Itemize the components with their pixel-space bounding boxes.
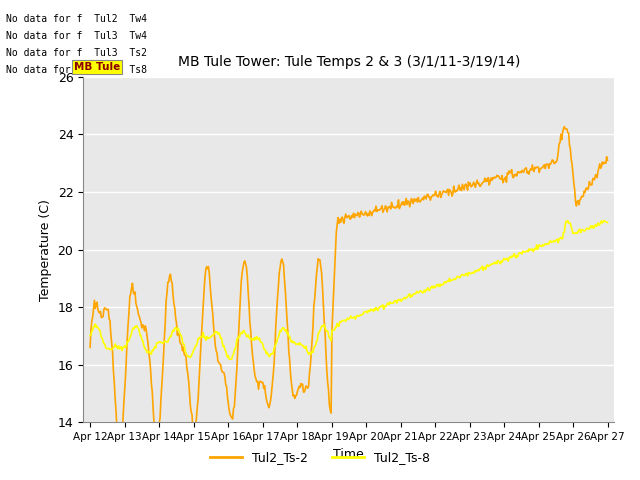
Text: No data for f  Tul3  Ts8: No data for f Tul3 Ts8	[6, 65, 147, 75]
Tul2_Ts-8	[477, 265, 484, 271]
X-axis label: Time: Time	[333, 448, 364, 461]
Tul2_Ts-8	[392, 298, 400, 304]
Tul2_Ts-2	[321, 328, 329, 334]
Text: No data for f  Tul3  Tw4: No data for f Tul3 Tw4	[6, 31, 147, 41]
Tul2_Ts-8	[433, 282, 440, 288]
Tul2_Ts-2	[604, 157, 611, 163]
Tul2_Ts-2	[392, 205, 400, 211]
Tul2_Ts-8	[564, 217, 572, 223]
Tul2_Ts-8	[321, 324, 329, 330]
Tul2_Ts-8	[220, 344, 227, 349]
Title: MB Tule Tower: Tule Temps 2 & 3 (3/1/11-3/19/14): MB Tule Tower: Tule Temps 2 & 3 (3/1/11-…	[178, 55, 520, 69]
Tul2_Ts-8	[178, 334, 186, 340]
Tul2_Ts-2	[561, 124, 568, 130]
Tul2_Ts-2	[86, 345, 94, 350]
Tul2_Ts-2	[220, 370, 228, 376]
Tul2_Ts-2	[433, 193, 440, 199]
Tul2_Ts-2	[477, 183, 484, 189]
Text: No data for f  Tul3  Ts2: No data for f Tul3 Ts2	[6, 48, 147, 58]
Line: Tul2_Ts-8: Tul2_Ts-8	[90, 220, 607, 360]
Text: MB Tule: MB Tule	[74, 61, 120, 72]
Legend: Tul2_Ts-2, Tul2_Ts-8: Tul2_Ts-2, Tul2_Ts-8	[205, 446, 435, 469]
Line: Tul2_Ts-2: Tul2_Ts-2	[90, 127, 607, 441]
Text: No data for f  Tul2  Tw4: No data for f Tul2 Tw4	[6, 14, 147, 24]
Tul2_Ts-8	[604, 219, 611, 225]
Tul2_Ts-8	[226, 357, 234, 362]
Y-axis label: Temperature (C): Temperature (C)	[39, 199, 52, 300]
Tul2_Ts-8	[86, 333, 94, 338]
Tul2_Ts-2	[179, 348, 186, 354]
Tul2_Ts-2	[116, 438, 124, 444]
